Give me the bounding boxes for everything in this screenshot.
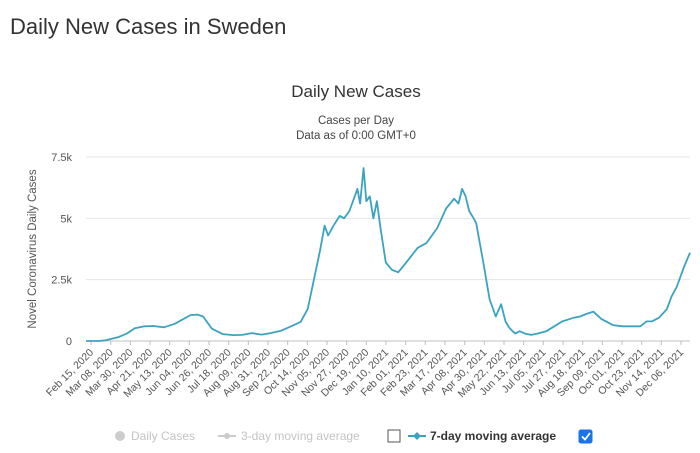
chart-subtitle-line-2: Data as of 0:00 GMT+0: [296, 130, 416, 142]
legend-marker-diamond-7-day: [413, 432, 421, 440]
legend-item-7-day-average[interactable]: 7-day moving average: [408, 429, 556, 443]
legend-item-3-day-average[interactable]: 3-day moving average: [218, 429, 360, 443]
checkmark-icon: [581, 432, 591, 441]
chart-title: Daily New Cases: [291, 82, 420, 101]
legend: Daily Cases 3-day moving average 7-day m…: [115, 429, 593, 444]
checkbox-3-day-average[interactable]: [387, 429, 401, 443]
y-tick-label: 0: [66, 336, 72, 348]
y-tick-label: 7.5k: [51, 152, 72, 164]
y-axis-label: Novel Coronavirus Daily Cases: [27, 169, 39, 328]
series-line-7-day-average[interactable]: [86, 167, 691, 342]
page-heading: Daily New Cases in Sweden: [10, 14, 287, 39]
legend-label-3-day-average: 3-day moving average: [241, 429, 360, 443]
legend-item-daily-cases[interactable]: Daily Cases: [115, 429, 195, 443]
y-tick-label: 5k: [60, 213, 72, 225]
y-tick-label: 2.5k: [51, 275, 72, 287]
checkbox-7-day-average[interactable]: [578, 429, 593, 444]
chart-subtitle-line-1: Cases per Day: [318, 115, 394, 127]
checkbox-7-day-box: [578, 429, 593, 444]
legend-label-7-day-average: 7-day moving average: [430, 429, 556, 443]
legend-marker-daily-cases: [115, 431, 125, 441]
legend-marker-dot-3-day: [224, 433, 230, 439]
legend-label-daily-cases: Daily Cases: [131, 429, 195, 443]
